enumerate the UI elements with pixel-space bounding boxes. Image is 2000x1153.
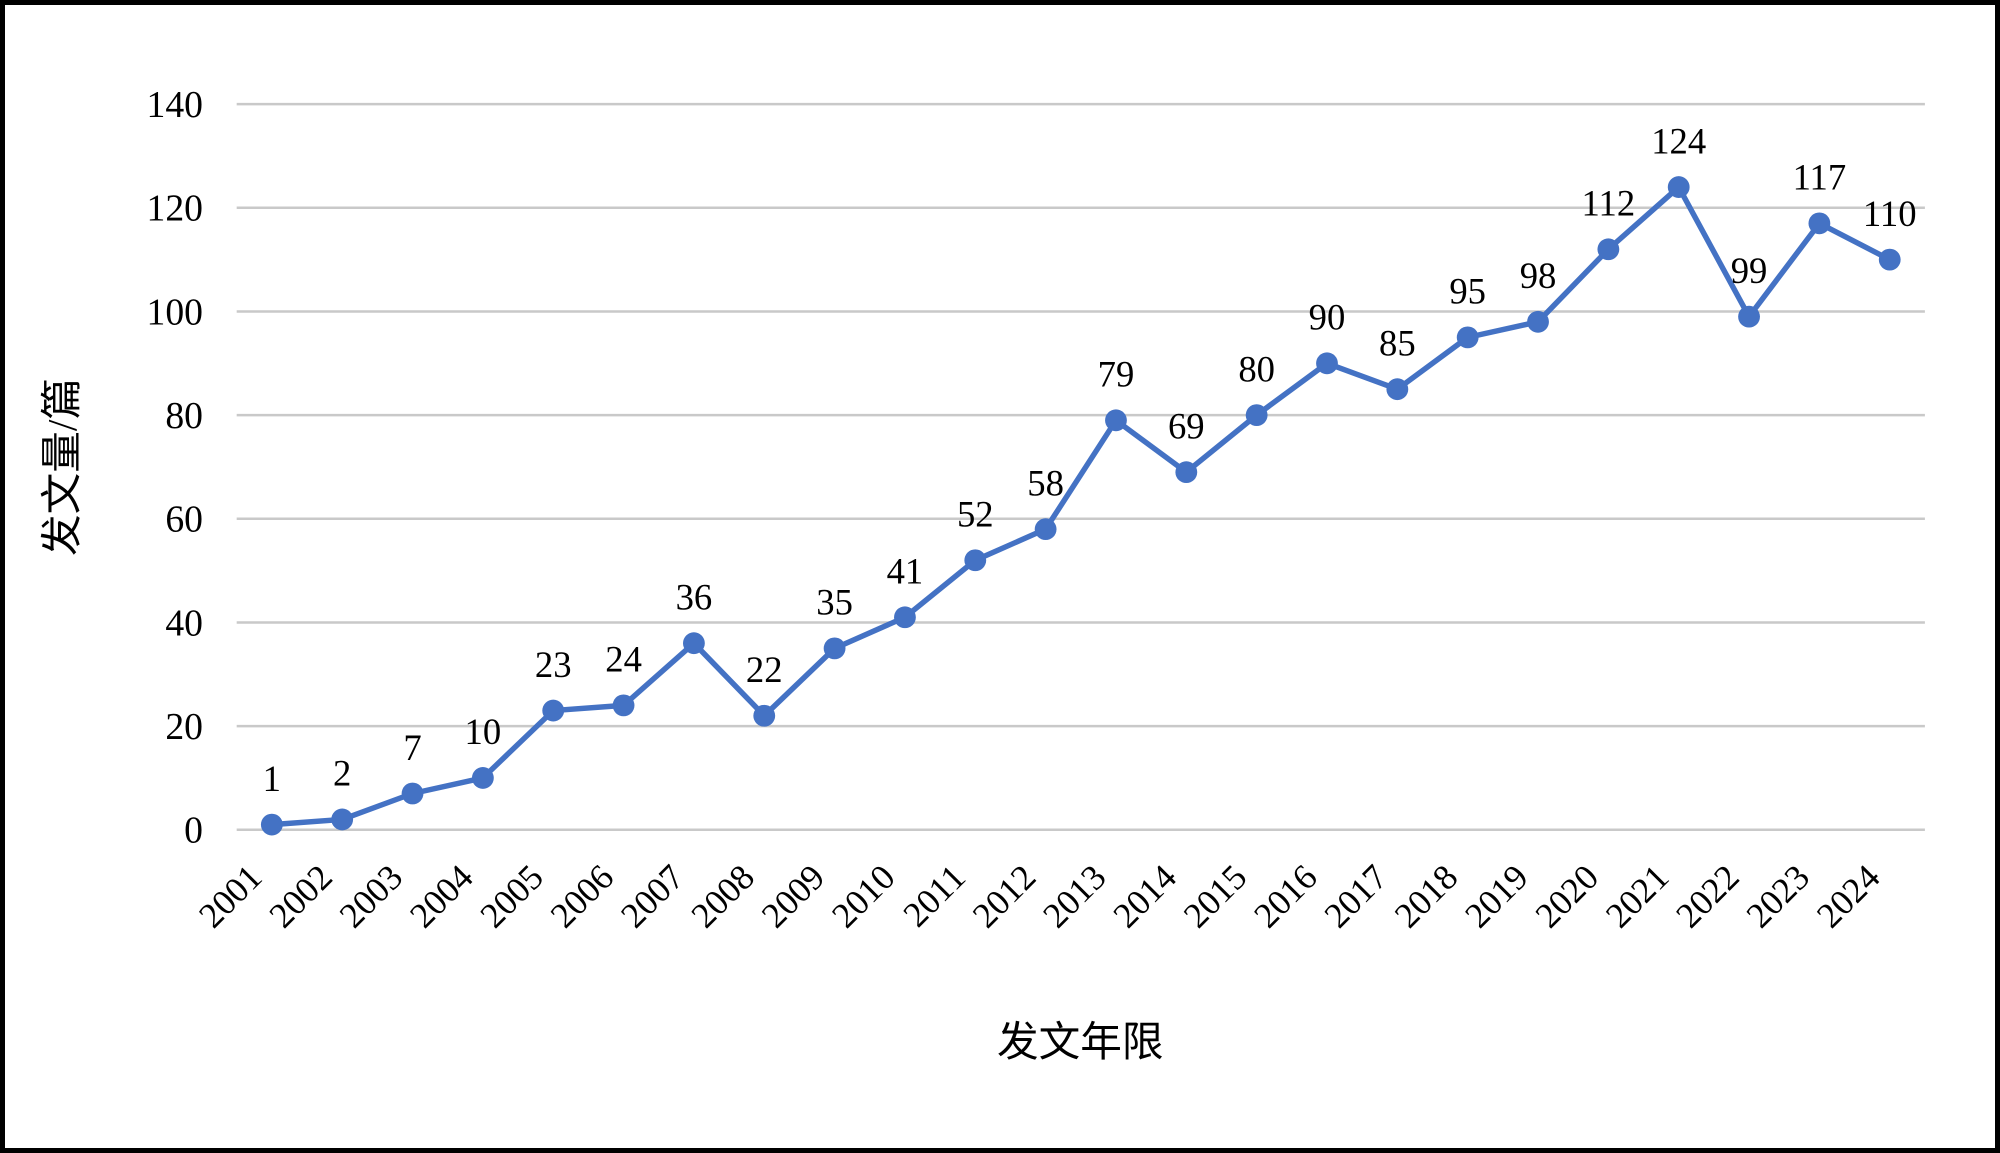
- gridlines: [236, 102, 1925, 832]
- y-tick-label: 0: [184, 810, 203, 852]
- x-axis-title: 发文年限: [997, 1019, 1164, 1066]
- data-point-label: 90: [1309, 297, 1346, 338]
- data-point-label: 80: [1238, 348, 1275, 389]
- x-tick-label: 2005: [472, 857, 551, 936]
- data-point-marker: [331, 808, 354, 831]
- x-tick-label: 2008: [683, 857, 762, 936]
- data-point-label: 85: [1379, 323, 1416, 364]
- x-tick-label: 2007: [613, 857, 692, 936]
- data-point-label: 10: [465, 711, 502, 752]
- x-tick-label: 2016: [1246, 857, 1325, 936]
- x-tick-label: 2014: [1105, 857, 1184, 936]
- data-labels: 1 2 7 10 23 24 36 22 35 41 52 58 79 69 80 90 85 95 98 112 12…: [263, 120, 1917, 799]
- data-point-label: 1: [263, 758, 281, 799]
- data-point-label: 36: [676, 576, 713, 617]
- data-point-marker: [1456, 326, 1479, 349]
- data-point-marker: [260, 813, 283, 836]
- data-point-marker: [1245, 404, 1268, 427]
- data-point-marker: [683, 632, 705, 655]
- y-tick-label: 80: [165, 395, 203, 437]
- y-tick-labels: 0 20 40 60 80 100 120 140: [146, 84, 202, 852]
- x-tick-label: 2021: [1598, 857, 1677, 936]
- y-tick-label: 20: [165, 706, 203, 748]
- data-point-marker: [1597, 238, 1620, 261]
- y-tick-label: 60: [165, 499, 203, 541]
- data-point-marker: [1105, 409, 1127, 432]
- x-tick-label: 2023: [1738, 857, 1817, 936]
- x-tick-label: 2019: [1457, 857, 1536, 936]
- x-tick-label: 2003: [332, 857, 411, 936]
- data-point-marker: [1175, 461, 1198, 484]
- data-point-marker: [1316, 352, 1338, 375]
- x-tick-label: 2004: [402, 857, 481, 936]
- x-tick-label: 2022: [1668, 857, 1747, 936]
- data-point-marker: [823, 637, 846, 660]
- data-point-label: 69: [1168, 405, 1205, 446]
- data-point-label: 98: [1520, 255, 1557, 296]
- markers: [260, 176, 1901, 836]
- data-point-marker: [1386, 378, 1409, 401]
- x-tick-label: 2001: [191, 857, 270, 936]
- series-line: [269, 184, 1893, 828]
- data-point-marker: [471, 767, 494, 789]
- data-point-label: 112: [1582, 183, 1636, 224]
- data-point-label: 117: [1793, 157, 1847, 198]
- y-tick-label: 140: [146, 84, 202, 126]
- x-tick-label: 2002: [261, 857, 340, 936]
- x-tick-label: 2013: [1035, 857, 1114, 936]
- data-point-marker: [401, 782, 424, 805]
- x-tick-label: 2006: [543, 857, 622, 936]
- data-point-label: 58: [1027, 462, 1064, 503]
- data-point-label: 79: [1098, 354, 1135, 395]
- data-point-marker: [894, 606, 916, 629]
- x-tick-labels: 2001200220032004200520062007200820092010…: [191, 857, 1888, 936]
- data-point-marker: [1527, 310, 1549, 333]
- data-point-marker: [1878, 248, 1901, 271]
- data-point-marker: [1808, 212, 1831, 235]
- data-point-label: 23: [535, 644, 572, 685]
- data-point-label: 52: [957, 494, 994, 535]
- y-tick-label: 40: [165, 602, 203, 644]
- y-tick-label: 100: [146, 291, 202, 333]
- data-point-marker: [1738, 305, 1760, 328]
- data-point-marker: [964, 549, 987, 572]
- data-point-label: 22: [746, 649, 783, 690]
- data-point-label: 7: [403, 727, 421, 768]
- data-point-label: 24: [605, 639, 642, 680]
- data-point-label: 124: [1651, 120, 1706, 161]
- data-point-label: 41: [887, 551, 924, 592]
- x-tick-label: 2015: [1176, 857, 1255, 936]
- data-point-marker: [753, 704, 776, 727]
- data-point-marker: [542, 699, 565, 722]
- series-polyline: [269, 184, 1893, 828]
- x-tick-label: 2018: [1387, 857, 1466, 936]
- y-tick-label: 120: [146, 188, 202, 230]
- data-point-label: 95: [1449, 271, 1486, 312]
- y-axis-title: 发文量/篇: [39, 378, 86, 556]
- data-point-label: 110: [1863, 193, 1917, 234]
- x-tick-label: 2010: [824, 857, 903, 936]
- data-point-marker: [612, 694, 635, 717]
- x-tick-label: 2020: [1527, 857, 1606, 936]
- x-tick-label: 2009: [754, 857, 833, 936]
- x-tick-label: 2024: [1809, 857, 1888, 936]
- data-point-marker: [1034, 518, 1057, 541]
- data-point-label: 35: [816, 582, 853, 623]
- x-tick-label: 2011: [895, 857, 973, 935]
- x-tick-label: 2012: [965, 857, 1044, 936]
- x-tick-label: 2017: [1316, 857, 1395, 936]
- data-point-marker: [1667, 176, 1690, 198]
- data-point-label: 2: [333, 753, 351, 794]
- data-point-label: 99: [1731, 250, 1768, 291]
